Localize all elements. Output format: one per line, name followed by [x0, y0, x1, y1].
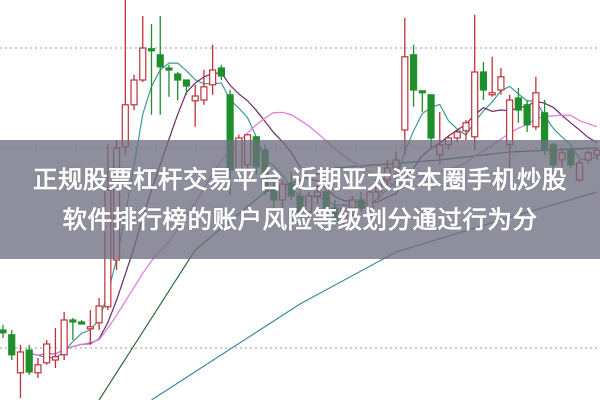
candle-down — [156, 54, 164, 68]
candle-up — [471, 71, 479, 138]
candle-down — [427, 94, 435, 139]
headline-line-1: 正规股票杠杆交易平台 近期亚太资本圈手机炒股 — [32, 164, 568, 194]
candle-down — [182, 79, 191, 87]
headline-line-2: 软件排行榜的账户风险等级划分通过行为分 — [62, 204, 538, 234]
candle-down — [147, 48, 156, 52]
candle-up — [95, 305, 103, 324]
candle-up — [60, 319, 68, 356]
candle-down — [165, 67, 173, 71]
candle-up — [16, 351, 25, 374]
candle-up — [86, 326, 94, 330]
candle-down — [523, 104, 531, 126]
candle-down — [69, 319, 77, 323]
candle-up — [462, 122, 470, 132]
candle-up — [506, 99, 514, 146]
candle-up — [200, 86, 208, 101]
candle-up — [191, 95, 199, 102]
candle-up — [488, 92, 496, 96]
ma20-line — [29, 111, 598, 356]
candle-up — [401, 56, 409, 131]
candle-down — [409, 54, 418, 91]
candle-up — [532, 92, 540, 128]
candle-up — [453, 131, 461, 139]
candle-up — [209, 69, 217, 86]
candle-down — [8, 334, 16, 356]
candle-up — [497, 76, 505, 91]
candle-down — [174, 73, 182, 81]
candle-down — [479, 71, 488, 91]
candle-down — [217, 67, 225, 77]
candle-down — [0, 329, 7, 334]
candle-up — [130, 79, 138, 106]
candle-up — [51, 356, 60, 361]
candle-down — [25, 349, 33, 373]
candle-down — [514, 97, 522, 111]
headline-overlay: 正规股票杠杆交易平台 近期亚太资本圈手机炒股 软件排行榜的账户风险等级划分通过行… — [0, 140, 600, 259]
candle-up — [139, 47, 147, 81]
candle-up — [43, 343, 51, 364]
candle-down — [418, 90, 426, 94]
candle-up — [34, 364, 42, 374]
candle-down — [78, 321, 86, 325]
